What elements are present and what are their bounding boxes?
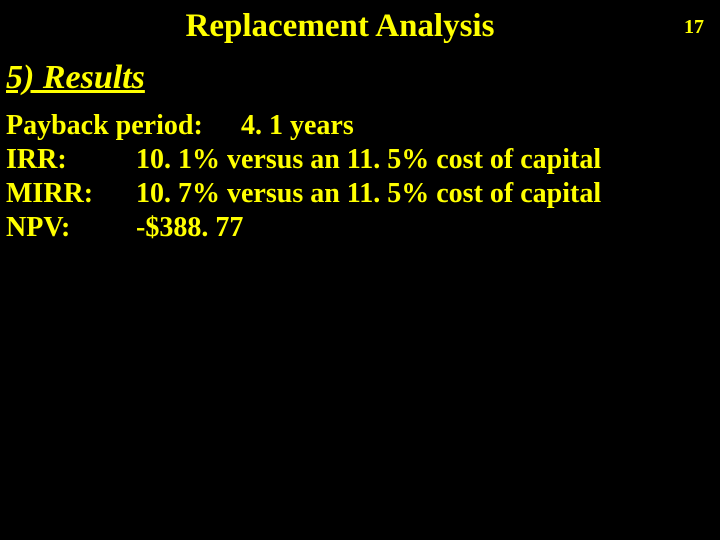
payback-label: Payback period: [6, 109, 241, 143]
page-number: 17 [684, 16, 704, 39]
irr-label: IRR: [6, 143, 136, 177]
mirr-label: MIRR: [6, 177, 136, 211]
results-block: Payback period:4. 1 years IRR:10. 1% ver… [6, 109, 720, 246]
mirr-value: 10. 7% versus an 11. 5% cost of capital [136, 178, 601, 209]
section-heading: 5) Results [6, 59, 720, 97]
payback-value: 4. 1 years [241, 110, 354, 141]
result-payback: Payback period:4. 1 years [6, 109, 720, 143]
result-npv: NPV:-$388. 77 [6, 211, 720, 245]
irr-value: 10. 1% versus an 11. 5% cost of capital [136, 144, 601, 175]
result-mirr: MIRR:10. 7% versus an 11. 5% cost of cap… [6, 177, 720, 211]
result-irr: IRR:10. 1% versus an 11. 5% cost of capi… [6, 143, 720, 177]
npv-label: NPV: [6, 211, 136, 245]
npv-value: -$388. 77 [136, 212, 243, 243]
slide-title: Replacement Analysis [0, 0, 720, 45]
